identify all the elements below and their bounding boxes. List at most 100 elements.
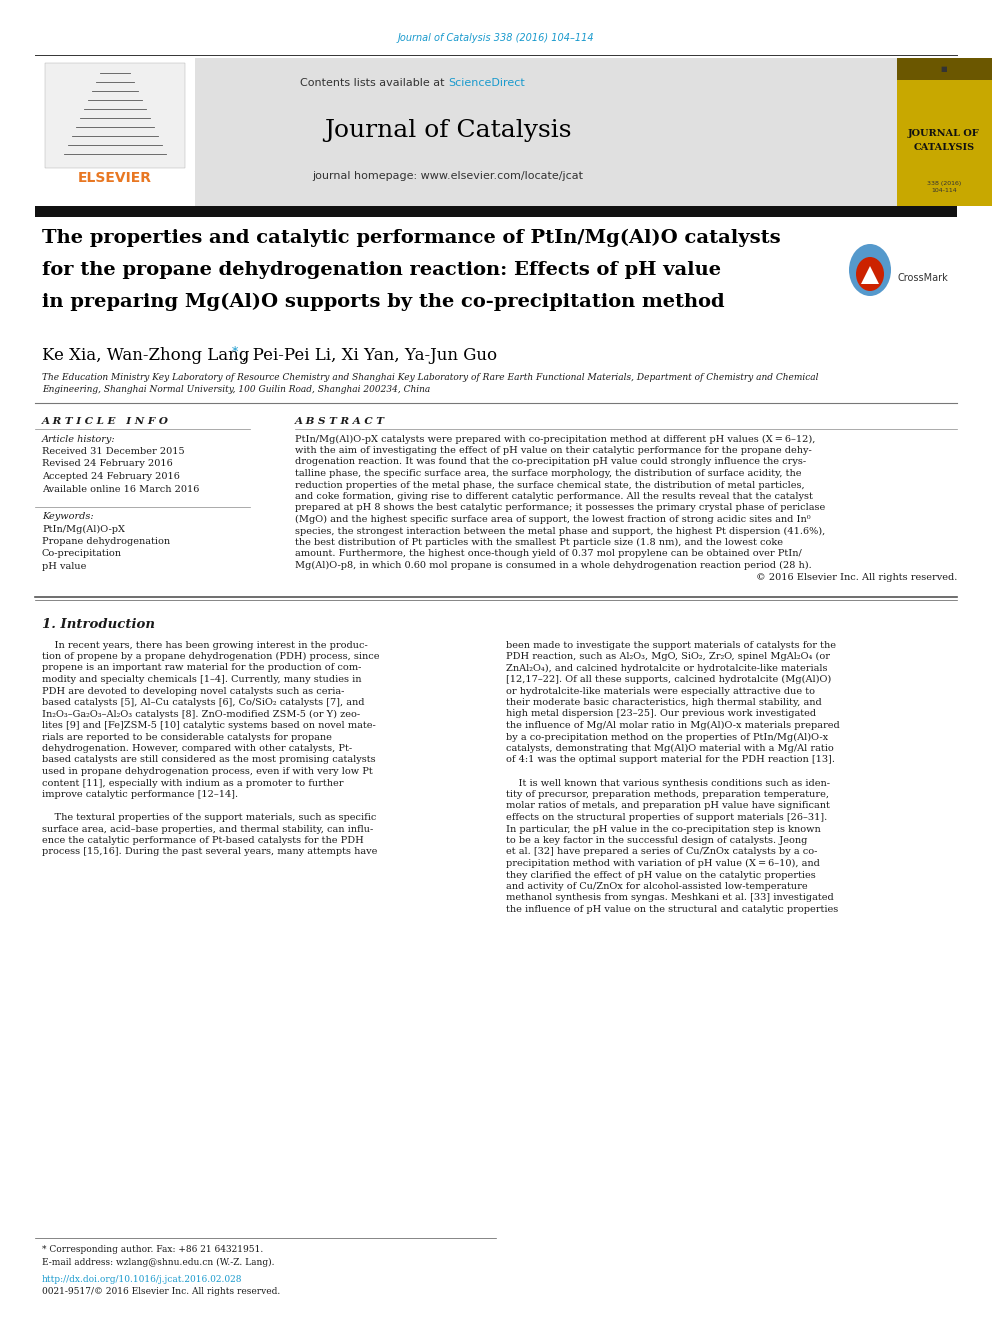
- Text: Revised 24 February 2016: Revised 24 February 2016: [42, 459, 173, 468]
- Text: drogenation reaction. It was found that the co-precipitation pH value could stro: drogenation reaction. It was found that …: [295, 458, 806, 467]
- Text: process [15,16]. During the past several years, many attempts have: process [15,16]. During the past several…: [42, 848, 377, 856]
- Ellipse shape: [849, 243, 891, 296]
- Text: precipitation method with variation of pH value (X = 6–10), and: precipitation method with variation of p…: [506, 859, 819, 868]
- Text: JOURNAL OF: JOURNAL OF: [908, 128, 980, 138]
- Bar: [35, 206, 957, 217]
- Text: 0021-9517/© 2016 Elsevier Inc. All rights reserved.: 0021-9517/© 2016 Elsevier Inc. All right…: [42, 1287, 281, 1297]
- Text: and coke formation, giving rise to different catalytic performance. All the resu: and coke formation, giving rise to diffe…: [295, 492, 812, 501]
- Bar: [897, 58, 992, 206]
- Text: pH value: pH value: [42, 562, 86, 572]
- Text: Mg(Al)O-p8, in which 0.60 mol propane is consumed in a whole dehydrogenation rea: Mg(Al)O-p8, in which 0.60 mol propane is…: [295, 561, 811, 570]
- Text: for the propane dehydrogenation reaction: Effects of pH value: for the propane dehydrogenation reaction…: [42, 261, 721, 279]
- Text: E-mail address: wzlang@shnu.edu.cn (W.-Z. Lang).: E-mail address: wzlang@shnu.edu.cn (W.-Z…: [42, 1257, 275, 1266]
- Text: or hydrotalcite-like materials were especially attractive due to: or hydrotalcite-like materials were espe…: [506, 687, 815, 696]
- Text: of 4:1 was the optimal support material for the PDH reaction [13].: of 4:1 was the optimal support material …: [506, 755, 835, 765]
- Text: reduction properties of the metal phase, the surface chemical state, the distrib: reduction properties of the metal phase,…: [295, 480, 805, 490]
- Text: Keywords:: Keywords:: [42, 512, 93, 521]
- Text: A B S T R A C T: A B S T R A C T: [295, 417, 385, 426]
- Text: In₂O₃–Ga₂O₃–Al₂O₃ catalysts [8]. ZnO-modified ZSM-5 (or Y) zeo-: In₂O₃–Ga₂O₃–Al₂O₃ catalysts [8]. ZnO-mod…: [42, 709, 360, 718]
- Text: effects on the structural properties of support materials [26–31].: effects on the structural properties of …: [506, 814, 827, 822]
- Text: ZnAl₂O₄), and calcined hydrotalcite or hydrotalcite-like materials: ZnAl₂O₄), and calcined hydrotalcite or h…: [506, 663, 827, 672]
- Text: CrossMark: CrossMark: [898, 273, 948, 283]
- Polygon shape: [861, 266, 879, 284]
- Text: [12,17–22]. Of all these supports, calcined hydrotalcite (Mg(Al)O): [12,17–22]. Of all these supports, calci…: [506, 675, 831, 684]
- Text: ence the catalytic performance of Pt-based catalysts for the PDH: ence the catalytic performance of Pt-bas…: [42, 836, 364, 845]
- Text: content [11], especially with indium as a promoter to further: content [11], especially with indium as …: [42, 778, 343, 787]
- Text: tion of propene by a propane dehydrogenation (PDH) process, since: tion of propene by a propane dehydrogena…: [42, 652, 380, 662]
- Text: Received 31 December 2015: Received 31 December 2015: [42, 447, 185, 456]
- Text: http://dx.doi.org/10.1016/j.jcat.2016.02.028: http://dx.doi.org/10.1016/j.jcat.2016.02…: [42, 1275, 242, 1285]
- Text: and activity of Cu/ZnOx for alcohol-assisted low-temperature: and activity of Cu/ZnOx for alcohol-assi…: [506, 882, 807, 890]
- Text: © 2016 Elsevier Inc. All rights reserved.: © 2016 Elsevier Inc. All rights reserved…: [756, 573, 957, 582]
- Text: dehydrogenation. However, compared with other catalysts, Pt-: dehydrogenation. However, compared with …: [42, 744, 352, 753]
- Text: been made to investigate the support materials of catalysts for the: been made to investigate the support mat…: [506, 640, 836, 650]
- Text: Propane dehydrogenation: Propane dehydrogenation: [42, 537, 170, 546]
- Text: Journal of Catalysis: Journal of Catalysis: [324, 119, 571, 142]
- Text: the influence of Mg/Al molar ratio in Mg(Al)O-x materials prepared: the influence of Mg/Al molar ratio in Mg…: [506, 721, 840, 730]
- Text: 104-114: 104-114: [931, 188, 957, 193]
- Text: PtIn/Mg(Al)O-pX: PtIn/Mg(Al)O-pX: [42, 524, 125, 533]
- Text: ScienceDirect: ScienceDirect: [448, 78, 525, 89]
- Text: ELSEVIER: ELSEVIER: [78, 171, 152, 185]
- Text: 1. Introduction: 1. Introduction: [42, 618, 155, 631]
- Text: amount. Furthermore, the highest once-though yield of 0.37 mol propylene can be : amount. Furthermore, the highest once-th…: [295, 549, 802, 558]
- Text: journal homepage: www.elsevier.com/locate/jcat: journal homepage: www.elsevier.com/locat…: [312, 171, 583, 181]
- Text: they clarified the effect of pH value on the catalytic properties: they clarified the effect of pH value on…: [506, 871, 815, 880]
- Text: The properties and catalytic performance of PtIn/Mg(Al)O catalysts: The properties and catalytic performance…: [42, 229, 781, 247]
- Text: PDH reaction, such as Al₂O₃, MgO, SiO₂, Zr₂O, spinel MgAl₂O₄ (or: PDH reaction, such as Al₂O₃, MgO, SiO₂, …: [506, 652, 830, 662]
- Text: the influence of pH value on the structural and catalytic properties: the influence of pH value on the structu…: [506, 905, 838, 914]
- Text: *: *: [232, 345, 238, 359]
- Text: Accepted 24 February 2016: Accepted 24 February 2016: [42, 472, 180, 482]
- Text: 338 (2016): 338 (2016): [927, 180, 961, 185]
- Text: Co-precipitation: Co-precipitation: [42, 549, 122, 558]
- Text: based catalysts [5], Al–Cu catalysts [6], Co/SiO₂ catalysts [7], and: based catalysts [5], Al–Cu catalysts [6]…: [42, 699, 364, 706]
- Text: surface area, acid–base properties, and thermal stability, can influ-: surface area, acid–base properties, and …: [42, 824, 373, 833]
- Text: Available online 16 March 2016: Available online 16 March 2016: [42, 484, 199, 493]
- Text: ■: ■: [940, 66, 947, 71]
- Text: et al. [32] have prepared a series of Cu/ZnOx catalysts by a co-: et al. [32] have prepared a series of Cu…: [506, 848, 817, 856]
- Text: lites [9] and [Fe]ZSM-5 [10] catalytic systems based on novel mate-: lites [9] and [Fe]ZSM-5 [10] catalytic s…: [42, 721, 376, 730]
- Text: propene is an important raw material for the production of com-: propene is an important raw material for…: [42, 664, 361, 672]
- Text: A R T I C L E   I N F O: A R T I C L E I N F O: [42, 417, 169, 426]
- Bar: [897, 58, 992, 79]
- Text: PtIn/Mg(Al)O-pX catalysts were prepared with co-precipitation method at differen: PtIn/Mg(Al)O-pX catalysts were prepared …: [295, 434, 815, 443]
- Text: Contents lists available at: Contents lists available at: [300, 78, 448, 89]
- Text: species, the strongest interaction between the metal phase and support, the high: species, the strongest interaction betwe…: [295, 527, 825, 536]
- Text: modity and specialty chemicals [1–4]. Currently, many studies in: modity and specialty chemicals [1–4]. Cu…: [42, 675, 361, 684]
- Text: with the aim of investigating the effect of pH value on their catalytic performa: with the aim of investigating the effect…: [295, 446, 811, 455]
- Ellipse shape: [856, 257, 884, 291]
- Text: prepared at pH 8 shows the best catalytic performance; it possesses the primary : prepared at pH 8 shows the best catalyti…: [295, 504, 825, 512]
- Text: * Corresponding author. Fax: +86 21 64321951.: * Corresponding author. Fax: +86 21 6432…: [42, 1245, 263, 1254]
- Text: (MgO) and the highest specific surface area of support, the lowest fraction of s: (MgO) and the highest specific surface a…: [295, 515, 810, 524]
- Text: It is well known that various synthesis conditions such as iden-: It is well known that various synthesis …: [506, 778, 830, 787]
- Text: Engineering, Shanghai Normal University, 100 Guilin Road, Shanghai 200234, China: Engineering, Shanghai Normal University,…: [42, 385, 431, 394]
- Text: CATALYSIS: CATALYSIS: [914, 143, 974, 152]
- Text: by a co-precipitation method on the properties of PtIn/Mg(Al)O-x: by a co-precipitation method on the prop…: [506, 733, 828, 742]
- Text: , Pei-Pei Li, Xi Yan, Ya-Jun Guo: , Pei-Pei Li, Xi Yan, Ya-Jun Guo: [242, 348, 497, 365]
- Text: to be a key factor in the successful design of catalysts. Jeong: to be a key factor in the successful des…: [506, 836, 807, 845]
- Text: Article history:: Article history:: [42, 434, 116, 443]
- Text: The textural properties of the support materials, such as specific: The textural properties of the support m…: [42, 814, 376, 822]
- Text: tity of precursor, preparation methods, preparation temperature,: tity of precursor, preparation methods, …: [506, 790, 829, 799]
- Text: catalysts, demonstrating that Mg(Al)O material with a Mg/Al ratio: catalysts, demonstrating that Mg(Al)O ma…: [506, 744, 833, 753]
- Text: based catalysts are still considered as the most promising catalysts: based catalysts are still considered as …: [42, 755, 376, 765]
- Text: Journal of Catalysis 338 (2016) 104–114: Journal of Catalysis 338 (2016) 104–114: [398, 33, 594, 44]
- Text: improve catalytic performance [12–14].: improve catalytic performance [12–14].: [42, 790, 238, 799]
- Text: their moderate basic characteristics, high thermal stability, and: their moderate basic characteristics, hi…: [506, 699, 821, 706]
- Text: rials are reported to be considerable catalysts for propane: rials are reported to be considerable ca…: [42, 733, 332, 741]
- Text: In recent years, there has been growing interest in the produc-: In recent years, there has been growing …: [42, 640, 368, 650]
- Text: Ke Xia, Wan-Zhong Lang: Ke Xia, Wan-Zhong Lang: [42, 348, 255, 365]
- Text: PDH are devoted to developing novel catalysts such as ceria-: PDH are devoted to developing novel cata…: [42, 687, 344, 696]
- Text: In particular, the pH value in the co-precipitation step is known: In particular, the pH value in the co-pr…: [506, 824, 820, 833]
- Text: molar ratios of metals, and preparation pH value have significant: molar ratios of metals, and preparation …: [506, 802, 830, 811]
- Bar: [35, 58, 897, 206]
- Text: methanol synthesis from syngas. Meshkani et al. [33] investigated: methanol synthesis from syngas. Meshkani…: [506, 893, 833, 902]
- Text: in preparing Mg(Al)O supports by the co-precipitation method: in preparing Mg(Al)O supports by the co-…: [42, 292, 724, 311]
- Text: used in propane dehydrogenation process, even if with very low Pt: used in propane dehydrogenation process,…: [42, 767, 373, 777]
- Text: The Education Ministry Key Laboratory of Resource Chemistry and Shanghai Key Lab: The Education Ministry Key Laboratory of…: [42, 373, 818, 382]
- Bar: [45, 64, 185, 168]
- Text: the best distribution of Pt particles with the smallest Pt particle size (1.8 nm: the best distribution of Pt particles wi…: [295, 538, 783, 548]
- Text: high metal dispersion [23–25]. Our previous work investigated: high metal dispersion [23–25]. Our previ…: [506, 709, 816, 718]
- Text: talline phase, the specific surface area, the surface morphology, the distributi: talline phase, the specific surface area…: [295, 468, 802, 478]
- Bar: [35, 58, 195, 206]
